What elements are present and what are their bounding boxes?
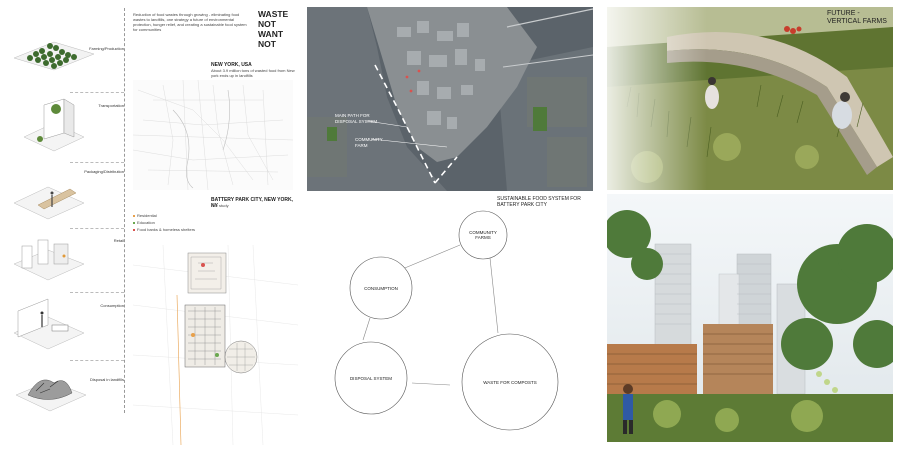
food-system-graph <box>334 210 559 431</box>
bpc-legend: Residential Education Food banks & homel… <box>133 213 195 232</box>
future-title: FUTURE - VERTICAL FARMS <box>827 10 887 25</box>
stage-label-consumption: Consumption <box>100 303 124 308</box>
vertical-farm-illustration <box>607 194 893 442</box>
legend-label: Food banks & homeless shelters <box>137 227 196 232</box>
edge-farms-consumption <box>399 244 461 271</box>
flow-divider <box>124 8 125 413</box>
legend-swatch-residential <box>133 214 135 217</box>
rooftop-farm-photo: FUTURE - VERTICAL FARMS <box>607 7 893 190</box>
separator <box>70 228 124 229</box>
node-disposal <box>334 341 408 415</box>
node-composts <box>461 333 559 431</box>
left-column: Farming/Production Transportation Packag… <box>0 0 300 450</box>
legend-item: Residential <box>133 213 195 218</box>
bpc-heading: BATTERY PARK CITY, NEW YORK, NY <box>211 197 293 209</box>
stage-retail: Retail <box>0 230 124 285</box>
legend-swatch-education <box>133 221 135 224</box>
aerial-photo: MAIN PATH FOR DISPOSAL SYSTEM COMMUNITY … <box>307 7 593 191</box>
stage-packaging: Packaging/Distribution <box>0 165 124 225</box>
edge-disposal-composts <box>411 382 451 386</box>
landfill-illustration <box>15 379 87 412</box>
table-illustration <box>13 298 85 350</box>
separator <box>70 360 124 361</box>
legend-item: Food banks & homeless shelters <box>133 227 195 232</box>
nyc-text: About 3.9 million tons of wasted food fr… <box>211 68 295 78</box>
conveyor-illustration <box>13 186 85 220</box>
bpc-subheading: Site study <box>211 203 229 208</box>
shelves-illustration <box>13 239 85 281</box>
stage-label-farming: Farming/Production <box>89 46 124 51</box>
title-line: WANT <box>258 29 284 39</box>
stage-disposal: Disposal in landfills <box>0 365 124 415</box>
building-illustration <box>23 98 85 152</box>
edge-consumption-disposal <box>362 317 371 341</box>
stage-label-transportation: Transportation <box>98 103 124 108</box>
edge-farms-composts <box>489 257 499 334</box>
intro-text: Reduction of food wastes through growing… <box>133 12 247 32</box>
stage-label-packaging: Packaging/Distribution <box>84 169 124 174</box>
separator <box>70 92 124 93</box>
legend-label: Education <box>137 220 155 225</box>
title-line: WASTE <box>258 9 289 19</box>
vertical-farm-photo <box>607 194 893 442</box>
stage-label-retail: Retail <box>113 238 124 243</box>
label-main-path: MAIN PATH FOR DISPOSAL SYSTEM <box>335 113 378 124</box>
nyc-map <box>133 80 293 190</box>
system-title: SUSTAINABLE FOOD SYSTEM FOR BATTERY PARK… <box>497 196 581 208</box>
title-block: WASTE NOT WANT NOT <box>258 9 298 49</box>
node-label-composts: WASTE FOR COMPOSTS <box>483 380 537 385</box>
node-consumption <box>349 256 413 320</box>
label-community-farm: COMMUNITY FARM <box>355 137 383 148</box>
node-label-farms: COMMUNITY FARMS <box>469 230 497 240</box>
stage-transportation: Transportation <box>0 95 124 155</box>
stage-label-disposal: Disposal in landfills <box>89 377 124 382</box>
title-line: NOT <box>258 19 276 29</box>
node-label-disposal: DISPOSAL SYSTEM <box>349 376 393 381</box>
separator <box>70 292 124 293</box>
nyc-heading: NEW YORK, USA <box>211 62 252 68</box>
bpc-site-map <box>133 245 298 445</box>
separator <box>70 162 124 163</box>
title-line: NOT <box>258 39 276 49</box>
stage-consumption: Consumption <box>0 295 124 355</box>
legend-label: Residential <box>137 213 157 218</box>
legend-swatch-foodbank <box>133 228 135 231</box>
nyc-street-map <box>133 80 293 190</box>
stage-farming: Farming/Production <box>0 40 124 90</box>
legend-item: Education <box>133 220 195 225</box>
trees-illustration <box>14 41 94 71</box>
food-system-diagram: COMMUNITY FARMS CONSUMPTION DISPOSAL SYS… <box>300 200 600 450</box>
rooftop-farm-illustration <box>607 7 893 190</box>
bpc-map <box>133 245 298 445</box>
node-community-farms <box>458 210 508 260</box>
aerial-map <box>307 7 593 191</box>
node-label-consumption: CONSUMPTION <box>364 286 398 291</box>
